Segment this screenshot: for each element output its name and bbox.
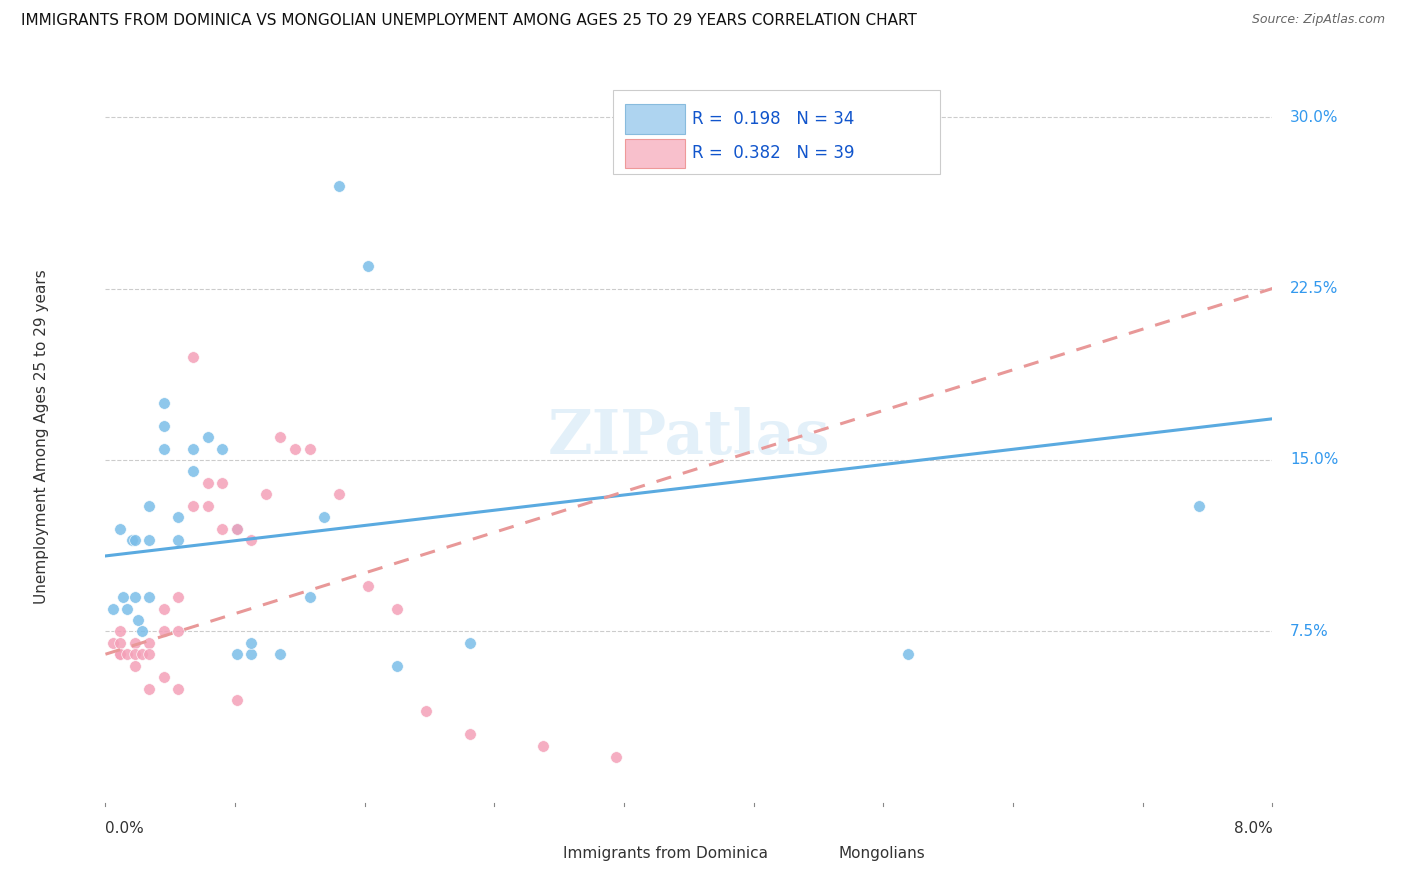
Point — [269, 647, 292, 661]
Point — [124, 636, 146, 650]
Point — [240, 636, 263, 650]
Point — [1188, 499, 1211, 513]
Point — [225, 521, 247, 535]
Point — [117, 601, 139, 615]
Point — [138, 681, 160, 696]
Point — [225, 521, 247, 535]
Point — [385, 601, 408, 615]
Point — [211, 442, 233, 456]
Point — [240, 533, 263, 547]
Point — [357, 579, 380, 593]
Point — [124, 533, 146, 547]
Point — [108, 521, 131, 535]
Point — [153, 442, 174, 456]
Point — [108, 647, 131, 661]
FancyBboxPatch shape — [613, 90, 939, 174]
Point — [167, 510, 190, 524]
Point — [153, 624, 174, 639]
Point — [153, 396, 174, 410]
Point — [167, 681, 190, 696]
Text: R =  0.198   N = 34: R = 0.198 N = 34 — [692, 110, 855, 128]
Text: 7.5%: 7.5% — [1289, 624, 1329, 639]
Point — [167, 533, 190, 547]
Point — [138, 590, 160, 604]
Point — [138, 647, 160, 661]
FancyBboxPatch shape — [624, 104, 686, 134]
Point — [138, 499, 160, 513]
Point — [138, 636, 160, 650]
Text: 0.0%: 0.0% — [105, 821, 145, 836]
Point — [101, 636, 124, 650]
Text: 22.5%: 22.5% — [1289, 281, 1339, 296]
Point — [167, 624, 190, 639]
Point — [127, 613, 149, 627]
Text: Unemployment Among Ages 25 to 29 years: Unemployment Among Ages 25 to 29 years — [34, 269, 49, 605]
Point — [458, 636, 481, 650]
Point — [181, 442, 204, 456]
Text: 8.0%: 8.0% — [1233, 821, 1272, 836]
Text: Immigrants from Dominica: Immigrants from Dominica — [562, 846, 768, 861]
Point — [254, 487, 277, 501]
Point — [211, 521, 233, 535]
Point — [131, 647, 153, 661]
Point — [197, 430, 219, 444]
Text: R =  0.382   N = 39: R = 0.382 N = 39 — [692, 145, 855, 162]
Point — [108, 636, 131, 650]
Point — [225, 693, 247, 707]
Point — [458, 727, 481, 741]
Point — [138, 533, 160, 547]
Point — [328, 487, 350, 501]
Point — [153, 418, 174, 433]
Point — [605, 750, 627, 764]
Point — [385, 658, 408, 673]
Text: ZIPatlas: ZIPatlas — [548, 407, 830, 467]
Text: Source: ZipAtlas.com: Source: ZipAtlas.com — [1251, 13, 1385, 27]
Text: IMMIGRANTS FROM DOMINICA VS MONGOLIAN UNEMPLOYMENT AMONG AGES 25 TO 29 YEARS COR: IMMIGRANTS FROM DOMINICA VS MONGOLIAN UN… — [21, 13, 917, 29]
FancyBboxPatch shape — [793, 842, 830, 864]
Point — [531, 739, 554, 753]
Point — [181, 499, 204, 513]
Point — [101, 601, 124, 615]
Text: 15.0%: 15.0% — [1289, 452, 1339, 467]
Point — [197, 499, 219, 513]
FancyBboxPatch shape — [519, 842, 555, 864]
Point — [121, 533, 143, 547]
Point — [298, 442, 321, 456]
Point — [108, 624, 131, 639]
Point — [153, 601, 174, 615]
Point — [124, 658, 146, 673]
Point — [181, 350, 204, 364]
Point — [124, 590, 146, 604]
Point — [167, 590, 190, 604]
Point — [357, 259, 380, 273]
Point — [314, 510, 336, 524]
Point — [240, 647, 263, 661]
Point — [298, 590, 321, 604]
Point — [328, 178, 350, 193]
Point — [269, 430, 292, 444]
Text: Mongolians: Mongolians — [838, 846, 925, 861]
FancyBboxPatch shape — [624, 138, 686, 168]
Point — [124, 647, 146, 661]
Point — [181, 464, 204, 478]
Point — [131, 624, 153, 639]
Point — [897, 647, 920, 661]
Point — [415, 705, 437, 719]
Text: 30.0%: 30.0% — [1289, 110, 1339, 125]
Point — [153, 670, 174, 684]
Point — [108, 647, 131, 661]
Point — [225, 647, 247, 661]
Point — [284, 442, 307, 456]
Point — [197, 475, 219, 490]
Point — [211, 475, 233, 490]
Point — [117, 647, 139, 661]
Point — [111, 590, 134, 604]
